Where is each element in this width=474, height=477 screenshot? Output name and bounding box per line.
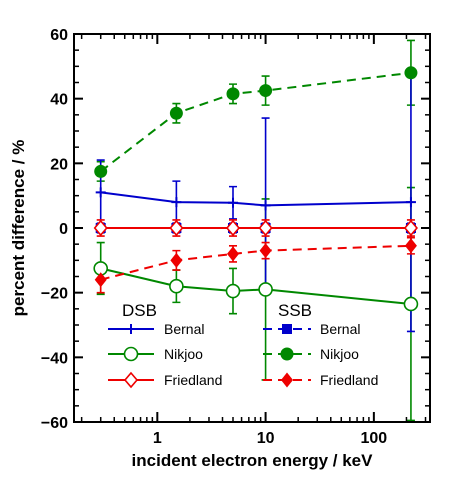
data-point — [169, 278, 184, 294]
data-point — [169, 219, 184, 237]
y-tick-label: −40 — [41, 350, 68, 367]
data-point — [225, 219, 241, 237]
data-point — [94, 164, 108, 178]
legend-marker — [126, 324, 136, 334]
legend-marker — [281, 372, 293, 388]
x-tick-label: 1 — [153, 430, 162, 447]
series-layer — [93, 39, 419, 422]
legend-label: Bernal — [164, 321, 204, 337]
legend-label: Friedland — [320, 372, 378, 388]
series-dsb-bernal — [96, 72, 415, 333]
data-point — [259, 84, 273, 98]
legend-label: Nikjoo — [320, 346, 359, 362]
legend-title-ssb: SSB — [278, 301, 312, 320]
legend-label: Friedland — [164, 372, 222, 388]
data-point — [170, 252, 183, 268]
data-point — [225, 283, 241, 299]
series-line — [100, 71, 412, 173]
data-point — [169, 106, 183, 120]
legend-marker — [280, 347, 294, 361]
y-tick-label: 0 — [59, 221, 68, 238]
series-line — [100, 267, 411, 305]
legend-label: Bernal — [320, 321, 360, 337]
data-point — [94, 272, 107, 288]
data-point — [226, 246, 239, 262]
data-point — [403, 296, 419, 312]
y-axis-label: percent difference / % — [9, 140, 28, 317]
x-tick-label: 100 — [361, 430, 388, 447]
y-tick-label: 20 — [50, 156, 68, 173]
legend-marker — [282, 324, 292, 334]
legend-marker — [123, 346, 139, 362]
data-point — [227, 197, 238, 208]
series-line — [100, 244, 411, 281]
y-tick-label: 40 — [50, 92, 68, 109]
data-point — [404, 66, 418, 80]
data-point — [171, 197, 182, 208]
x-axis-label: incident electron energy / keV — [132, 451, 374, 470]
data-point — [260, 200, 271, 211]
legend-label: Nikjoo — [164, 346, 203, 362]
data-point — [258, 219, 273, 237]
data-point — [259, 243, 272, 259]
series-dsb-friedland — [96, 219, 415, 237]
axis-layer: −60 −40 −20 0 20 40 60 1 10 100 — [41, 27, 430, 447]
y-tick-label: 60 — [50, 27, 68, 44]
data-point — [405, 197, 416, 208]
data-point — [95, 187, 106, 198]
data-point — [258, 282, 273, 297]
data-point — [93, 219, 108, 237]
series-ssb-nikjoo — [96, 39, 415, 182]
data-point — [404, 238, 417, 254]
series-line — [100, 191, 411, 207]
legend: DSB Bernal Nikjoo Friedland SSB Bernal Nikjoo F… — [108, 301, 378, 389]
x-tick-label: 10 — [257, 430, 275, 447]
data-point — [226, 87, 240, 101]
y-tick-label: −60 — [41, 415, 68, 432]
y-tick-label: −20 — [41, 286, 68, 303]
series-ssb-friedland — [96, 236, 415, 294]
legend-title-dsb: DSB — [122, 301, 157, 320]
data-point — [403, 219, 418, 237]
legend-marker — [123, 371, 139, 389]
